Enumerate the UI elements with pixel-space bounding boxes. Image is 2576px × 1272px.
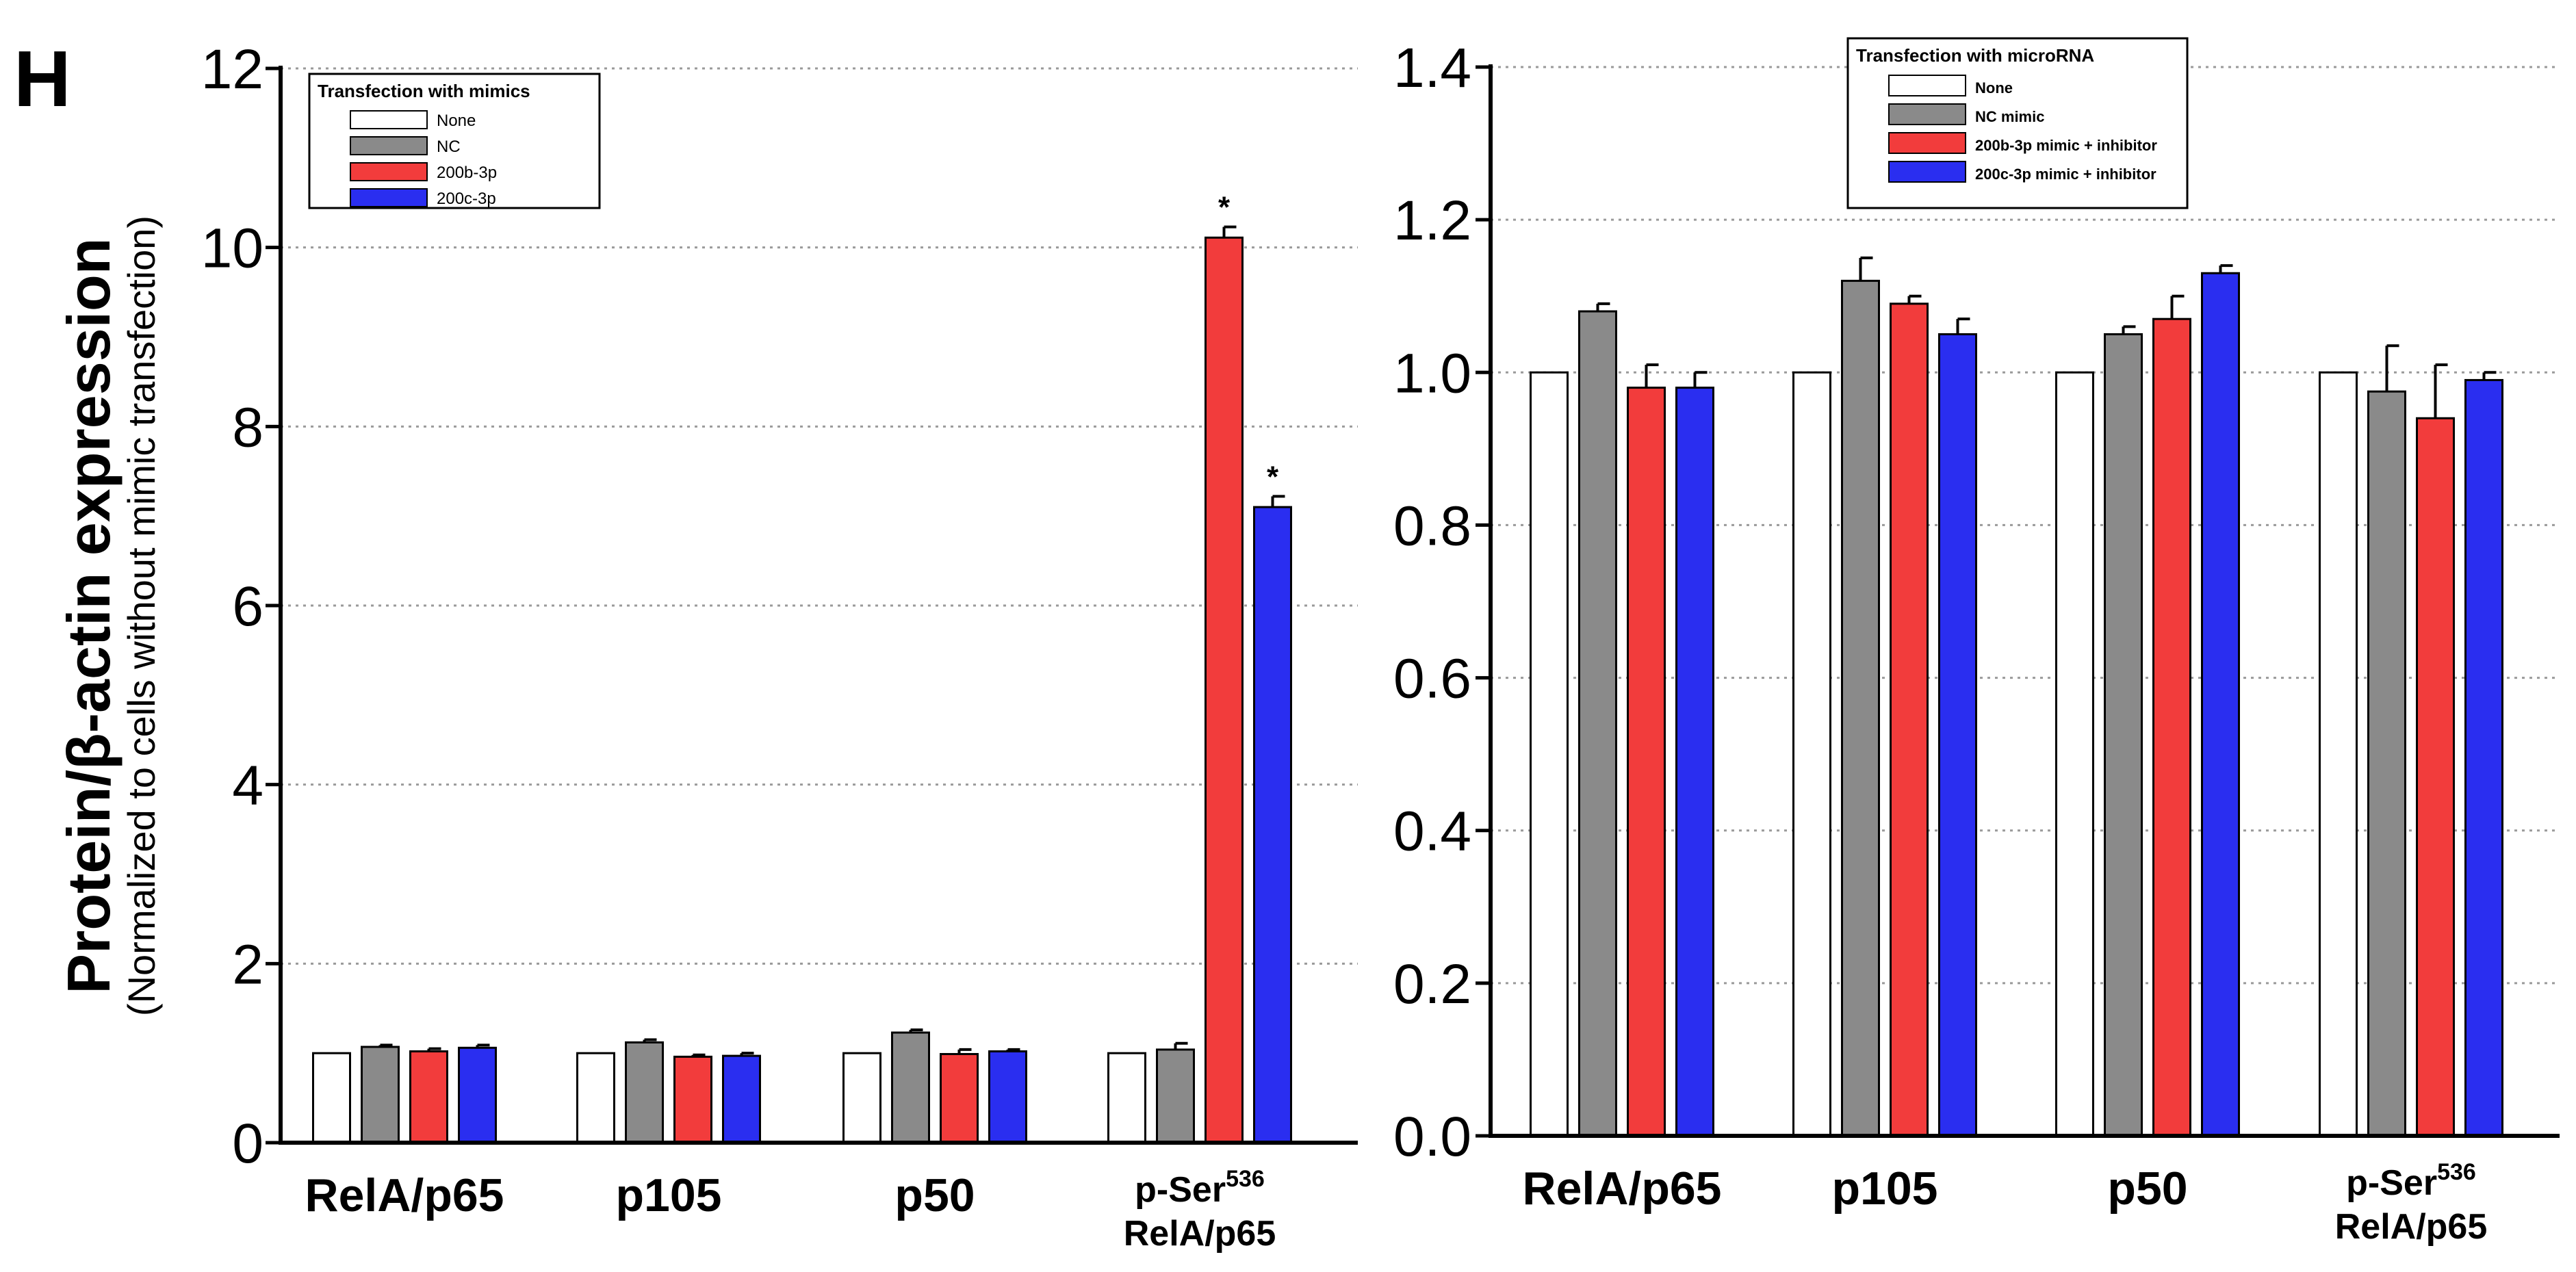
y-tick-label: 1.2	[1393, 190, 1471, 252]
y-tick-label: 4	[232, 755, 263, 817]
legend-entry: 200c-3p	[437, 190, 496, 208]
panel-label: H	[14, 34, 71, 123]
legend-entry: 200b-3p mimic + inhibitor	[1975, 137, 2157, 154]
bar	[940, 1052, 979, 1144]
legend-entry: None	[1975, 79, 2013, 96]
bar	[1156, 1048, 1195, 1144]
bar	[2416, 417, 2455, 1137]
legend-swatch	[1888, 161, 1966, 183]
y-tick-label: 1.0	[1393, 342, 1471, 404]
category-label: p-Ser536	[2346, 1159, 2476, 1203]
legend-entry: None	[437, 112, 476, 130]
y-tick-label: 12	[201, 38, 263, 101]
bar	[409, 1050, 448, 1144]
category-label-superscript: 536	[1226, 1166, 1265, 1192]
bar	[891, 1031, 930, 1144]
y-tick-label: 0.6	[1393, 648, 1471, 710]
y-tick-label: 8	[232, 396, 263, 458]
bar	[2201, 272, 2240, 1137]
legend-entry: 200c-3p mimic + inhibitor	[1975, 166, 2156, 183]
bar	[1107, 1052, 1146, 1144]
bar	[2152, 317, 2191, 1137]
bar	[1938, 333, 1977, 1137]
bar	[2319, 371, 2358, 1137]
y-tick-label: 0.8	[1393, 495, 1471, 557]
category-label: p-Ser536	[1135, 1166, 1265, 1210]
y-tick-label: 1.4	[1393, 37, 1471, 99]
legend-title: Transfection with microRNA	[1856, 45, 2094, 66]
bar	[988, 1050, 1027, 1144]
bar	[1890, 302, 1929, 1137]
y-tick-label: 10	[201, 218, 263, 280]
legend-swatch	[350, 136, 428, 155]
legend: Transfection with mimics None NC 200b-3p 200…	[308, 73, 601, 209]
chart-right-microrna: 0.0 0.2 0.4 0.6 0.8 1.0 1.2 1.4 RelA/p65 p105 p50 p…	[1393, 37, 2560, 1247]
legend-entry: NC mimic	[1975, 108, 2044, 125]
category-label: p105	[1832, 1163, 1938, 1215]
legend-swatch	[350, 162, 428, 181]
legend-title: Transfection with mimics	[318, 81, 530, 101]
y-axis-label: Protein/β-actin expression	[55, 237, 123, 994]
legend-entry: 200b-3p	[437, 164, 497, 182]
bar	[576, 1052, 615, 1144]
legend-entry: NC	[437, 138, 461, 156]
bar	[458, 1046, 497, 1144]
legend-swatch	[350, 188, 428, 207]
bar	[1205, 236, 1244, 1144]
bar	[361, 1046, 400, 1144]
legend-swatch	[1888, 132, 1966, 154]
y-axis-title: Protein/β-actin expression (Normalized t…	[55, 216, 163, 1016]
bar	[1578, 310, 1617, 1137]
category-label: RelA/p65	[1523, 1163, 1722, 1215]
category-label-superscript: 536	[2437, 1159, 2476, 1185]
bar	[673, 1055, 712, 1144]
bar	[312, 1052, 351, 1144]
y-tick-label: 2	[232, 933, 263, 996]
legend-swatch	[350, 110, 428, 129]
legend-swatch	[1888, 75, 1966, 96]
y-tick-label: 0.2	[1393, 953, 1471, 1015]
bar	[722, 1054, 761, 1144]
bar	[2104, 333, 2143, 1137]
category-label-line2: RelA/p65	[1124, 1214, 1276, 1254]
bar	[1841, 279, 1880, 1137]
bar	[842, 1052, 881, 1144]
category-label: p50	[2107, 1163, 2187, 1215]
category-label: RelA/p65	[305, 1169, 504, 1221]
bar	[1253, 506, 1292, 1144]
significance-marker: *	[1218, 191, 1231, 224]
category-label: p105	[616, 1169, 722, 1221]
bar	[1675, 387, 1714, 1137]
bar	[2464, 378, 2503, 1137]
bar	[2055, 371, 2094, 1137]
legend: Transfection with microRNA None NC mimic 20…	[1846, 37, 2189, 209]
category-label-line2: RelA/p65	[2335, 1207, 2488, 1247]
y-tick-label: 0.0	[1393, 1106, 1471, 1168]
bar	[1530, 371, 1569, 1137]
significance-marker: *	[1267, 460, 1279, 493]
bar	[2367, 390, 2406, 1137]
y-tick-label: 6	[232, 575, 263, 638]
y-tick-label: 0	[232, 1113, 263, 1175]
category-label: p50	[894, 1169, 975, 1221]
bar	[1792, 371, 1831, 1137]
bar	[1627, 387, 1666, 1137]
y-tick-label: 0.4	[1393, 801, 1471, 863]
legend-swatch	[1888, 103, 1966, 125]
y-axis-sublabel: (Normalized to cells without mimic trans…	[120, 216, 163, 1016]
bar	[625, 1041, 664, 1144]
